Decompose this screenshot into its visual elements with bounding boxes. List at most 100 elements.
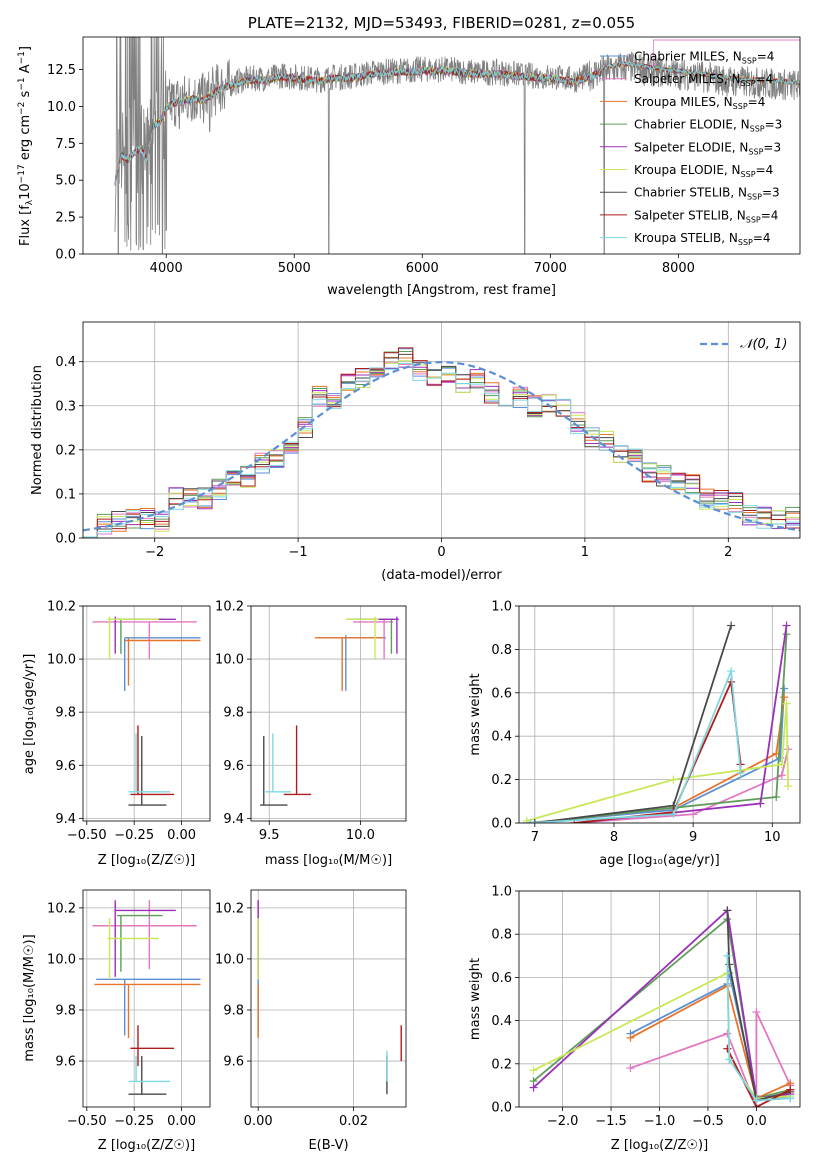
chart-age-vs-mass: 9.5 10.0 9.4 9.6 9.8 10.0 10.2 mass [log₁₀(M/M☉… bbox=[215, 600, 407, 868]
y-axis-label: mass weight bbox=[468, 958, 483, 1040]
data-point bbox=[128, 1055, 171, 1083]
y-tick-label: 10.0 bbox=[47, 100, 76, 115]
weight-marker bbox=[526, 819, 535, 823]
x-tick-label: 9 bbox=[689, 830, 697, 845]
weight-marker bbox=[756, 799, 765, 808]
plot-area bbox=[114, 37, 800, 254]
weight-marker bbox=[725, 1055, 734, 1064]
x-tick-label: −1.0 bbox=[644, 1114, 676, 1129]
chart-mass-vs-Z: −0.50 −0.25 0.00 9.6 9.8 10.0 10.2 Z [log₁₀(Z/Z… bbox=[22, 889, 211, 1153]
weight-marker bbox=[723, 1029, 732, 1038]
legend-label: Salpeter MILES, NSSP=4 bbox=[634, 72, 773, 88]
x-tick-label: −1 bbox=[289, 545, 308, 560]
weight-marker bbox=[786, 1094, 795, 1103]
y-tick-label: 0.1 bbox=[55, 487, 76, 502]
weight-marker bbox=[669, 775, 678, 784]
x-tick-label: 0.00 bbox=[167, 1114, 196, 1129]
y-tick-label: 10.0 bbox=[47, 653, 76, 668]
y-tick-label: 0.0 bbox=[55, 532, 76, 547]
y-tick-label: 10.0 bbox=[47, 952, 76, 967]
data-point bbox=[353, 619, 394, 660]
x-tick-label: 2 bbox=[724, 545, 732, 560]
x-tick-label: 8 bbox=[610, 830, 618, 845]
legend-label-val: =4 bbox=[757, 50, 775, 64]
legend-label-val: =4 bbox=[761, 208, 779, 222]
legend-label: Salpeter ELODIE, NSSP=3 bbox=[634, 140, 781, 156]
y-tick-label: 2.5 bbox=[55, 211, 76, 226]
axes-frame bbox=[82, 605, 211, 822]
y-axis-label: Normed distribution bbox=[30, 365, 45, 495]
y-axis-label: age [log₁₀(age/yr)] bbox=[22, 654, 37, 775]
legend-label-text: Chabrier STELIB, N bbox=[634, 186, 747, 200]
legend-label: Kroupa STELIB, NSSP=4 bbox=[634, 231, 771, 247]
data-point bbox=[124, 637, 201, 686]
plot-area bbox=[92, 900, 201, 1095]
x-tick-label: 0.02 bbox=[339, 1114, 368, 1129]
plot-area bbox=[522, 621, 793, 823]
y-tick-label: 9.4 bbox=[223, 812, 244, 827]
weight-marker bbox=[752, 1096, 761, 1105]
y-tick-label: 0.8 bbox=[491, 928, 512, 943]
legend-label: Chabrier STELIB, NSSP=3 bbox=[634, 186, 780, 202]
weight-line-6 bbox=[726, 910, 791, 1102]
y-tick-label: 0.4 bbox=[55, 355, 76, 370]
legend-label-val: =4 bbox=[756, 163, 774, 177]
weight-line-4 bbox=[574, 625, 788, 823]
weight-marker bbox=[529, 1066, 538, 1075]
legend-label-sub: SSP bbox=[742, 57, 757, 66]
y-tick-label: 1.0 bbox=[491, 600, 512, 615]
weight-marker bbox=[777, 771, 786, 780]
legend-label-val: =4 bbox=[756, 72, 774, 86]
x-axis-label: mass [log₁₀(M/M☉)] bbox=[265, 853, 392, 868]
legend-label-sub: SSP bbox=[750, 125, 765, 134]
legend-label-text: Kroupa STELIB, N bbox=[634, 231, 738, 245]
weight-line-0 bbox=[526, 688, 786, 823]
legend-label-val: =4 bbox=[748, 95, 766, 109]
chart-age-vs-Z: −0.50 −0.25 0.00 9.4 9.6 9.8 10.0 10.2 Z [log₁₀(… bbox=[22, 600, 211, 868]
y-tick-label: 1.0 bbox=[491, 885, 512, 900]
data-point bbox=[283, 725, 312, 796]
x-tick-label: 0 bbox=[437, 545, 445, 560]
data-point bbox=[345, 616, 379, 660]
data-point bbox=[128, 733, 171, 793]
weight-marker bbox=[530, 819, 539, 823]
legend-label-text: Kroupa MILES, N bbox=[634, 95, 733, 109]
data-point bbox=[130, 725, 174, 796]
y-tick-label: 0.3 bbox=[55, 399, 76, 414]
legend-label: 𝒩(0, 1) bbox=[740, 337, 787, 352]
legend-label: Kroupa MILES, NSSP=4 bbox=[634, 95, 765, 111]
x-tick-label: −2 bbox=[145, 545, 164, 560]
weight-line-1 bbox=[574, 748, 789, 823]
x-tick-label: 0.00 bbox=[244, 1114, 273, 1129]
data-point bbox=[117, 618, 163, 654]
y-tick-label: 0.6 bbox=[491, 686, 512, 701]
data-point bbox=[107, 616, 159, 660]
y-axis-label: Flux [fλ10−17 erg cm−2 s−1 A−1] bbox=[17, 46, 35, 246]
chart-title: PLATE=2132, MJD=53493, FIBERID=0281, z=0… bbox=[248, 14, 635, 32]
weight-marker bbox=[727, 621, 736, 630]
x-tick-label: 9.5 bbox=[259, 828, 280, 843]
x-axis-label: E(B-V) bbox=[308, 1138, 348, 1153]
weight-line-2 bbox=[629, 984, 791, 1100]
y-tick-label: 0.0 bbox=[491, 817, 512, 832]
x-tick-label: 0.0 bbox=[746, 1114, 767, 1129]
y-tick-label: 5.0 bbox=[55, 174, 76, 189]
axes-frame bbox=[82, 36, 801, 255]
plot-area bbox=[83, 347, 800, 538]
data-point bbox=[128, 736, 167, 806]
x-tick-label: 0.00 bbox=[167, 828, 196, 843]
x-axis-label: Z [log₁₀(Z/Z☉)] bbox=[98, 1138, 195, 1153]
axes-frame bbox=[518, 605, 801, 824]
y-tick-label: 0.6 bbox=[491, 971, 512, 986]
y-tick-label: 9.8 bbox=[55, 706, 76, 721]
axes-frame bbox=[518, 890, 801, 1108]
weight-line-8 bbox=[530, 670, 742, 823]
weight-marker bbox=[727, 667, 736, 676]
weight-marker bbox=[723, 1044, 732, 1053]
weight-marker bbox=[626, 1064, 635, 1073]
x-axis-label: wavelength [Angstrom, rest frame] bbox=[327, 283, 556, 298]
legend-label-val: =3 bbox=[765, 118, 783, 132]
gaussian-curve bbox=[83, 360, 800, 532]
histogram-series-8 bbox=[83, 363, 800, 538]
